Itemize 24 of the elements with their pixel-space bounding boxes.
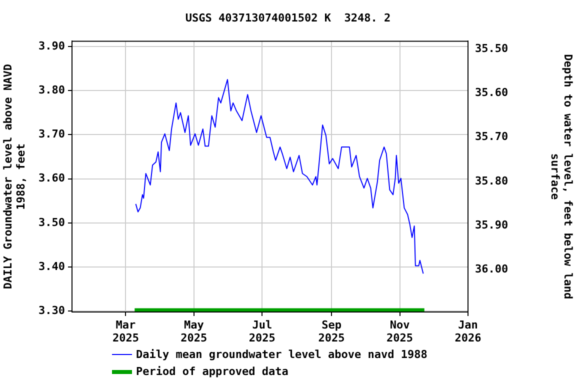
y2-axis-title: Depth to water level, feet below land surface: [548, 54, 575, 300]
legend-label: Period of approved data: [136, 365, 288, 378]
y-tick-label: 3.40: [38, 260, 65, 273]
x-tick-label: May 2025: [180, 318, 208, 345]
y-tick-label: 3.30: [38, 304, 65, 317]
y2-tick-label: 35.50: [475, 42, 508, 55]
x-tick-label: Jan 2026: [454, 318, 482, 345]
y-tick-label: 3.70: [38, 128, 65, 141]
y-tick-label: 3.80: [38, 83, 65, 96]
chart-title: USGS 403713074001502 K 3248. 2: [185, 11, 391, 24]
y-axis-title: DAILY Groundwater level above NAVD 1988, feet: [1, 64, 28, 290]
y2-tick-label: 35.80: [475, 174, 508, 188]
y-tick-label: 3.60: [38, 172, 65, 185]
y2-tick-label: 36.00: [475, 262, 508, 276]
y2-tick-label: 35.70: [475, 130, 508, 144]
y-tick-label: 3.90: [38, 39, 65, 52]
x-tick-label: Jul 2025: [248, 318, 276, 345]
y-tick-label: 3.50: [38, 216, 65, 229]
y2-tick-label: 35.90: [475, 218, 508, 232]
y2-tick-label: 35.60: [475, 86, 508, 100]
legend-label: Daily mean groundwater level above navd 1988: [136, 348, 428, 361]
x-tick-label: Sep 2025: [318, 318, 345, 345]
x-tick-label: Mar 2025: [112, 318, 139, 345]
x-tick-label: Nov 2025: [386, 318, 414, 345]
